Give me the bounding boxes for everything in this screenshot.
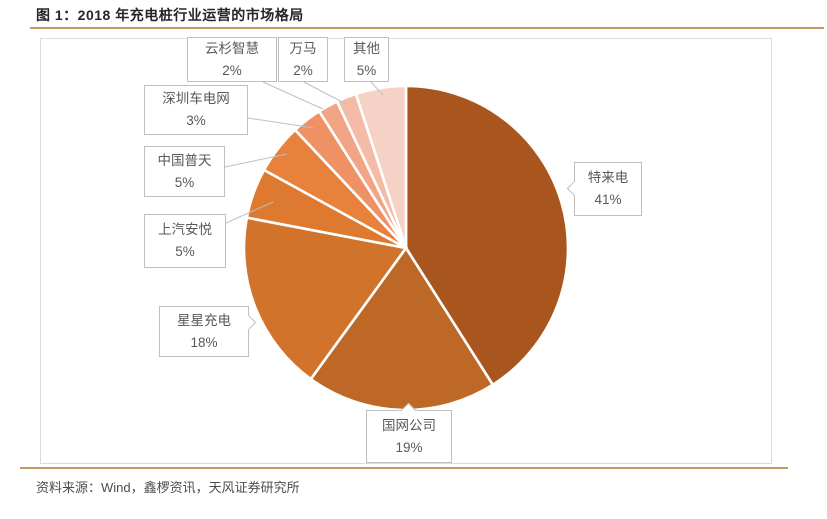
callout-percent: 5% [175, 244, 195, 259]
pie-callout-guowang-gongsi: 国网公司 19% [366, 402, 452, 463]
callout-label: 中国普天 [157, 152, 212, 168]
callout-percent: 19% [395, 439, 423, 455]
callout-label: 国网公司 [382, 417, 436, 433]
pie-slice-xingxing-chongdian [242, 216, 409, 381]
title-divider-rule [30, 27, 824, 29]
callout-label: 特来电 [587, 170, 629, 186]
pie-callout-telaidian: 特来电 41% [566, 162, 642, 216]
leader-line-qita [370, 81, 384, 96]
callout-label: 云杉智慧 [205, 40, 259, 56]
callout-percent: 2% [222, 62, 242, 78]
callout-label: 深圳车电网 [162, 91, 230, 107]
leader-line-yunshan-zhihui [262, 81, 324, 110]
pie-callout-zhongguo-putian: 中国普天 5% [144, 146, 225, 197]
leader-line-wanma [303, 81, 347, 105]
pie-slice-qita [354, 84, 408, 249]
leader-line-shenzhen-chedianwang [247, 117, 315, 129]
callout-percent: 41% [594, 192, 622, 207]
callout-percent: 18% [190, 334, 218, 350]
pie-callout-xingxing-chongdian: 星星充电 18% [159, 306, 257, 357]
callout-percent: 2% [293, 62, 313, 78]
pie-callout-shangqi-anyue: 上汽安悦 5% [144, 214, 226, 268]
pie-callout-yunshan-zhihui: 云杉智慧 2% [187, 37, 277, 82]
callout-label: 万马 [289, 40, 317, 56]
chart-frame: 特来电 41% 国网公司 19% 星星充电 18% 上汽安悦 5% 中国普天 5% 深圳车电网 3% 云… [40, 37, 772, 464]
footer-divider-rule [20, 467, 788, 469]
callout-percent: 5% [356, 62, 377, 78]
callout-label: 其他 [353, 40, 380, 56]
figure-title: 图 1：2018 年充电桩行业运营的市场格局 [36, 7, 304, 23]
pie-callout-wanma: 万马 2% [278, 37, 328, 82]
figure-source: 资料来源：Wind，鑫椤资讯，天风证券研究所 [36, 480, 300, 495]
pie-callout-shenzhen-chedianwang: 深圳车电网 3% [144, 85, 248, 135]
callout-label: 星星充电 [177, 312, 231, 328]
callout-label: 上汽安悦 [158, 222, 212, 238]
callout-percent: 5% [174, 174, 195, 190]
leader-line-zhongguo-putian [224, 153, 288, 168]
callout-percent: 3% [186, 113, 206, 128]
pie-callout-qita: 其他 5% [344, 37, 389, 82]
leader-line-shangqi-anyue [225, 201, 274, 224]
pie-chart [224, 81, 570, 412]
